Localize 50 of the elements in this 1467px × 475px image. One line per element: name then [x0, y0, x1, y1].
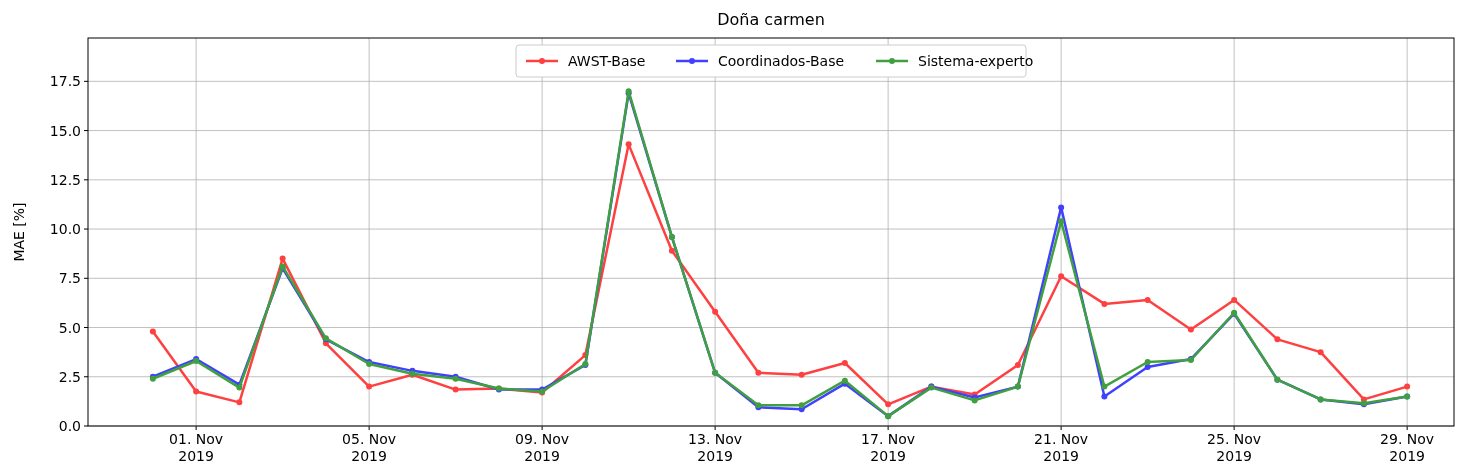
point	[1317, 349, 1324, 356]
point	[1014, 361, 1021, 368]
point	[712, 308, 719, 315]
x-tick-label: 21. Nov 2019	[1034, 431, 1089, 464]
point	[452, 386, 459, 393]
x-tick-label: 29. Nov 2019	[1380, 431, 1435, 464]
point	[366, 383, 373, 390]
y-tick-label: 12.5	[49, 171, 81, 188]
y-tick-label: 0.0	[58, 418, 81, 434]
x-tick-label: 17. Nov 2019	[861, 431, 916, 464]
point	[1144, 363, 1151, 370]
legend-label: Sistema-experto	[918, 53, 1034, 69]
point	[1058, 218, 1065, 225]
y-tick-label: 2.5	[58, 368, 81, 385]
point	[1101, 383, 1108, 390]
point	[1274, 336, 1281, 343]
point	[755, 369, 762, 376]
x-tick-label: 25. Nov 2019	[1207, 431, 1262, 464]
point	[798, 402, 805, 409]
point	[885, 401, 892, 408]
x-tick-label: 13. Nov 2019	[688, 431, 743, 464]
point	[1144, 358, 1151, 365]
y-tick-label: 15.0	[49, 122, 81, 139]
point	[841, 359, 848, 366]
x-tick-label: 01. Nov 2019	[169, 431, 224, 464]
y-tick-label: 17.5	[49, 73, 81, 90]
point	[279, 255, 286, 262]
point	[149, 328, 156, 335]
y-tick-label: 7.5	[58, 270, 81, 287]
point	[236, 399, 243, 406]
y-axis-title: MAE [%]	[11, 202, 27, 262]
point	[193, 388, 200, 395]
x-tick-label: 05. Nov 2019	[342, 431, 397, 464]
point	[1101, 300, 1108, 307]
point	[1144, 296, 1151, 303]
point	[1058, 273, 1065, 280]
x-tick-label: 09. Nov 2019	[515, 431, 570, 464]
point	[1101, 393, 1108, 400]
point	[1187, 326, 1194, 333]
y-tick-label: 10.0	[49, 221, 81, 238]
point	[1058, 204, 1065, 211]
point	[798, 371, 805, 378]
point	[668, 247, 675, 254]
point	[1404, 383, 1411, 390]
chart-title: Doña carmen	[717, 10, 825, 29]
point	[1231, 296, 1238, 303]
point	[625, 141, 632, 148]
y-tick-label: 5.0	[58, 319, 81, 336]
legend-label: Coordinados-Base	[718, 53, 845, 69]
legend-label: AWST-Base	[568, 53, 646, 69]
